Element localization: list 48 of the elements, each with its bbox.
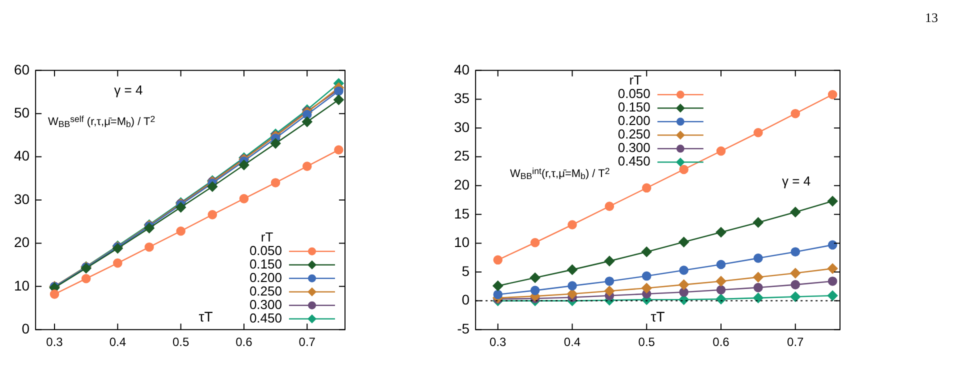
legend-label: 0.250: [249, 283, 282, 298]
y-tick-label: 35: [454, 90, 470, 106]
x-tick-label: 0.5: [638, 335, 656, 350]
legend-label: 0.250: [618, 126, 650, 142]
y-tick-label: 40: [14, 148, 30, 164]
x-tick-label: 0.3: [490, 335, 507, 350]
legend-label: 0.050: [249, 242, 282, 258]
legend-label: 0.450: [618, 154, 650, 169]
legend-label: 0.200: [249, 270, 282, 285]
y-tick-label: 20: [454, 176, 470, 192]
y-tick-label: 60: [14, 61, 30, 78]
x-tick-label: 0.6: [712, 335, 730, 350]
annotation: γ = 4: [114, 82, 143, 98]
y-tick-label: 5: [462, 262, 470, 279]
legend-label: 0.450: [249, 310, 282, 326]
x-axis-title: τT: [650, 308, 666, 324]
y-tick-label: 15: [454, 205, 470, 222]
annotation: γ = 4: [782, 173, 811, 188]
legend-label: 0.150: [249, 256, 282, 272]
y-tick-label: -5: [457, 320, 470, 336]
x-tick-label: 0.6: [236, 335, 253, 350]
x-tick-label: 0.4: [564, 335, 581, 350]
x-tick-label: 0.5: [172, 335, 190, 350]
y-tick-label: 30: [14, 190, 30, 207]
x-tick-label: 0.7: [787, 335, 804, 350]
y-tick-label: 0: [22, 320, 30, 336]
x-tick-label: 0.3: [46, 335, 64, 350]
legend-label: 0.200: [618, 113, 650, 128]
y-tick-label: 50: [14, 104, 30, 120]
y-tick-label: 10: [14, 277, 30, 294]
x-axis-title: τT: [198, 308, 214, 324]
y-tick-label: 10: [454, 234, 470, 250]
y-tick-label: 25: [454, 148, 470, 164]
text: 13: [925, 10, 938, 26]
y-axis-title: W$_{BB}$$^{self}$ (r,τ,μ̄=M$_{b}$) / T$^{2}$: [48, 114, 156, 130]
y-tick-label: 0: [462, 292, 470, 308]
legend-title: rT: [629, 72, 642, 88]
y-axis-title: W$_{BB}$$^{int}$(r,τ,μ̄=M$_{b}$) / T$^{2}$: [510, 166, 610, 182]
legend-label: 0.300: [618, 140, 650, 156]
legend-label: 0.050: [618, 86, 650, 102]
legend-title: rT: [260, 229, 274, 244]
y-tick-label: 20: [14, 234, 30, 250]
legend-label: 0.150: [618, 100, 650, 115]
y-tick-label: 30: [454, 118, 470, 135]
y-tick-label: 40: [454, 61, 470, 78]
legend-label: 0.300: [249, 296, 282, 312]
x-tick-label: 0.7: [298, 335, 316, 350]
x-tick-label: 0.4: [109, 335, 126, 350]
